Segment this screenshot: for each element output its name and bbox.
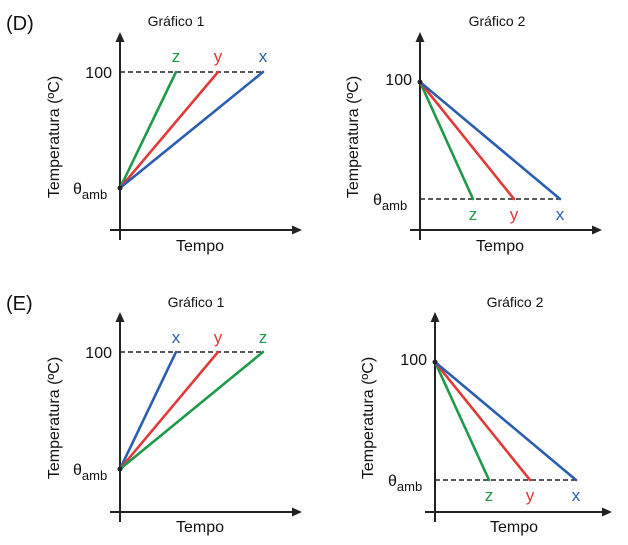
series-line-z xyxy=(418,80,475,201)
chart-e-2: Gráfico 2 Temperatura (ºC) Tempo 100 θamb z y x xyxy=(360,294,612,536)
option-d-label: (D) xyxy=(6,13,34,35)
origin-point xyxy=(417,79,423,85)
x-axis-arrow xyxy=(292,507,302,517)
series-line-z xyxy=(118,70,178,190)
series-line-y xyxy=(418,80,516,201)
y-axis-arrow xyxy=(430,312,440,322)
y-axis-label: Temperatura (ºC) xyxy=(345,76,362,198)
series-line-z xyxy=(433,360,491,482)
series-line-y xyxy=(433,360,532,482)
series-label-x: x xyxy=(259,47,268,66)
series-line-x xyxy=(433,360,578,482)
series-label-y: y xyxy=(214,47,223,66)
chart-title: Gráfico 1 xyxy=(168,294,225,310)
series-label-x: x xyxy=(172,328,181,347)
x-axis-arrow xyxy=(292,225,302,235)
series-label-y: y xyxy=(214,328,223,347)
tick-theta-amb: θamb xyxy=(73,462,107,483)
chart-title: Gráfico 2 xyxy=(487,294,544,310)
chart-title: Gráfico 2 xyxy=(469,13,526,29)
series-label-z: z xyxy=(259,328,268,347)
x-axis-label: Tempo xyxy=(176,238,224,255)
series-line-y xyxy=(118,350,220,471)
series-line-x xyxy=(418,80,562,201)
x-axis-label: Tempo xyxy=(176,519,224,536)
chart-d-2: Gráfico 2 Temperatura (ºC) Tempo 100 θamb z y x xyxy=(345,13,602,255)
series-line-y xyxy=(118,70,220,190)
chart-title: Gráfico 1 xyxy=(148,13,205,29)
tick-100: 100 xyxy=(85,65,112,82)
tick-100: 100 xyxy=(85,345,112,362)
y-axis-arrow xyxy=(115,312,125,322)
series-label-z: z xyxy=(485,486,494,505)
origin-point xyxy=(117,185,123,191)
x-axis-arrow xyxy=(592,225,602,235)
chart-e-1: Gráfico 1 Temperatura (ºC) Tempo 100 θamb x y z xyxy=(46,294,302,536)
charts-group: Gráfico 1 Temperatura (ºC) Tempo 100 θamb z y x… xyxy=(46,13,612,536)
series-label-x: x xyxy=(556,205,565,224)
y-axis-arrow xyxy=(415,32,425,42)
option-e-label: (E) xyxy=(6,293,33,315)
tick-theta-amb: θamb xyxy=(373,192,407,213)
x-axis-label: Tempo xyxy=(476,238,524,255)
series-label-y: y xyxy=(526,486,535,505)
y-axis-label: Temperatura (ºC) xyxy=(46,76,63,198)
series-line-z xyxy=(118,350,265,471)
tick-100: 100 xyxy=(400,352,427,369)
series-label-x: x xyxy=(572,486,581,505)
y-axis-label: Temperatura (ºC) xyxy=(46,357,63,479)
tick-theta-amb: θamb xyxy=(388,473,422,494)
series-label-z: z xyxy=(469,205,478,224)
y-axis-label: Temperatura (ºC) xyxy=(360,357,377,479)
series-line-x xyxy=(118,350,178,471)
tick-theta-amb: θamb xyxy=(73,181,107,202)
origin-point xyxy=(432,359,438,365)
series-label-z: z xyxy=(172,47,181,66)
series-label-y: y xyxy=(510,205,519,224)
y-axis-arrow xyxy=(115,32,125,42)
chart-d-1: Gráfico 1 Temperatura (ºC) Tempo 100 θamb z y x xyxy=(46,13,302,255)
series-line-x xyxy=(118,70,265,190)
x-axis-label: Tempo xyxy=(490,519,538,536)
tick-100: 100 xyxy=(385,72,412,89)
origin-point xyxy=(117,466,123,472)
x-axis-arrow xyxy=(602,507,612,517)
